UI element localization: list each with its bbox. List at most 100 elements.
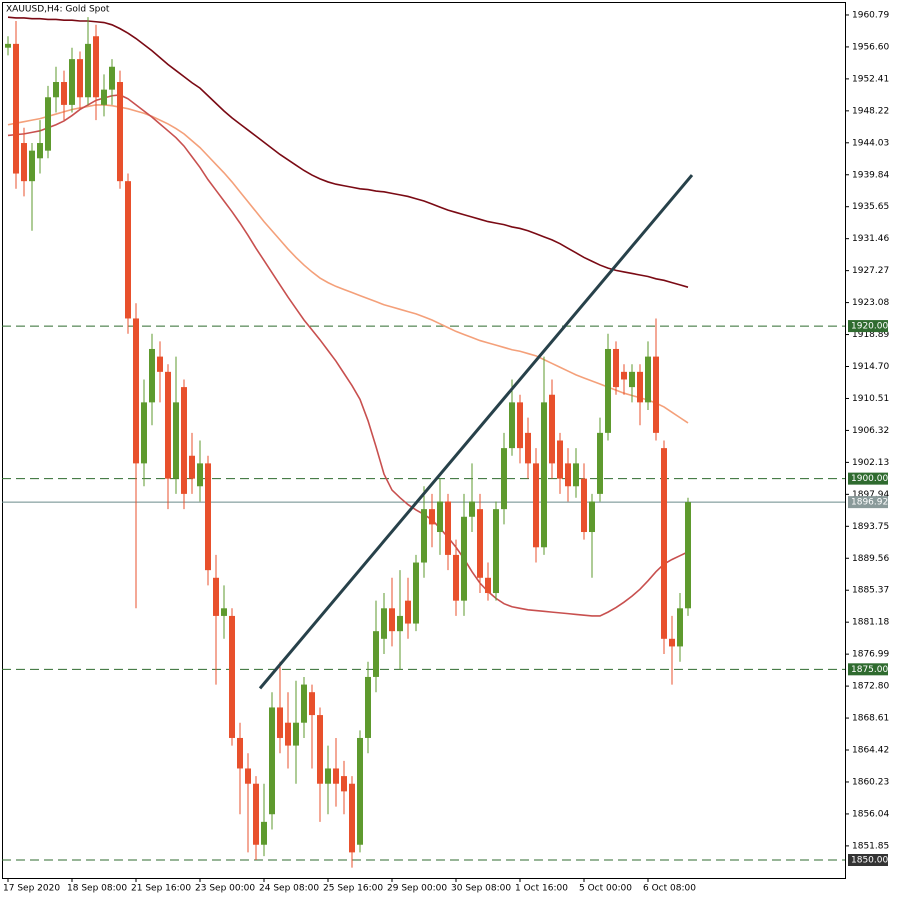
candle-body: [325, 768, 331, 784]
candle-body: [565, 463, 571, 487]
candle-body: [37, 143, 43, 159]
candle-body: [29, 150, 35, 182]
trendline: [258, 174, 694, 690]
candle-body: [493, 509, 499, 594]
candle-body: [485, 577, 491, 594]
candle-body: [589, 501, 595, 533]
candle-body: [477, 509, 483, 578]
level-label: 1850.00: [851, 855, 888, 865]
x-tick-label: 5 Oct 00:00: [579, 884, 632, 894]
candle-body: [117, 82, 123, 182]
candle-body: [461, 516, 467, 601]
y-tick-label: 1860.23: [852, 777, 889, 787]
candle-body: [173, 402, 179, 479]
candle-body: [45, 97, 51, 151]
y-tick-label: 1856.04: [852, 809, 889, 819]
candle-body: [373, 631, 379, 677]
candle-body: [389, 608, 395, 632]
candle-body: [429, 509, 435, 525]
x-tick-label: 30 Sep 08:00: [451, 884, 511, 894]
candle-body: [525, 432, 531, 464]
candle-body: [637, 371, 643, 403]
candle-body: [245, 768, 251, 784]
candle-body: [397, 615, 403, 632]
level-tag: [848, 472, 888, 485]
y-tick-label: 1906.32: [852, 426, 889, 436]
candle-body: [573, 463, 579, 487]
y-tick-label: 1864.42: [852, 746, 889, 756]
candle-body: [237, 737, 243, 769]
y-tick-label: 1851.85: [852, 841, 889, 851]
candle-body: [453, 554, 459, 601]
y-tick-label: 1876.99: [852, 650, 889, 660]
candle-body: [309, 692, 315, 716]
y-tick-label: 1923.08: [852, 298, 889, 308]
candle-body: [101, 89, 107, 105]
level-tag: [848, 853, 888, 866]
y-tick-label: 1952.41: [852, 74, 889, 84]
x-tick-label: 18 Sep 08:00: [67, 884, 127, 894]
candle-body: [253, 783, 259, 845]
y-tick-label: 1948.22: [852, 106, 889, 116]
y-tick-label: 1960.79: [852, 10, 889, 20]
candle-body: [277, 707, 283, 738]
y-tick-label: 1872.80: [852, 682, 889, 692]
y-tick-label: 1893.75: [852, 522, 889, 532]
y-tick-label: 1868.61: [852, 714, 889, 724]
x-tick-label: 21 Sep 16:00: [131, 884, 191, 894]
candle-body: [317, 715, 323, 784]
y-tick-label: 1935.65: [852, 202, 889, 212]
candle-body: [181, 387, 187, 494]
candle-body: [333, 768, 339, 784]
candle-body: [349, 783, 355, 853]
candle-body: [133, 318, 139, 464]
x-tick-label: 17 Sep 2020: [3, 884, 60, 894]
candle-body: [341, 776, 347, 792]
candle-body: [5, 43, 11, 48]
x-tick-label: 25 Sep 16:00: [323, 884, 383, 894]
y-tick-label: 1939.84: [852, 170, 889, 180]
candle-body: [501, 448, 507, 510]
candle-body: [269, 707, 275, 815]
candle-body: [157, 356, 163, 372]
candle-body: [125, 181, 131, 319]
level-label: 1900.00: [851, 474, 888, 484]
candle-body: [365, 676, 371, 738]
y-tick-label: 1902.13: [852, 458, 889, 468]
y-tick-label: 1927.27: [852, 266, 889, 276]
candle-body: [605, 348, 611, 433]
level-tag: [848, 663, 888, 676]
level-label: 1920.00: [851, 322, 888, 332]
candle-body: [69, 59, 75, 105]
x-tick-label: 1 Oct 16:00: [515, 884, 568, 894]
candle-body: [533, 463, 539, 548]
candle-body: [581, 478, 587, 533]
candle-body: [469, 501, 475, 517]
last-price-label: 1896.92: [851, 498, 888, 508]
candle-body: [285, 722, 291, 746]
x-tick-label: 6 Oct 08:00: [643, 884, 696, 894]
candle-body: [597, 432, 603, 494]
candle-body: [381, 608, 387, 639]
candle-body: [21, 143, 27, 182]
x-tick-label: 29 Sep 00:00: [387, 884, 447, 894]
y-tick-label: 1956.60: [852, 42, 889, 52]
y-tick-label: 1944.03: [852, 138, 889, 148]
candle-body: [301, 684, 307, 723]
candle-body: [629, 371, 635, 388]
candle-body: [141, 402, 147, 464]
y-tick-label: 1910.51: [852, 394, 889, 404]
candle-body: [213, 577, 219, 616]
candle-body: [197, 463, 203, 487]
candle-body: [549, 394, 555, 464]
level-tag: [848, 320, 888, 333]
candle-body: [85, 43, 91, 98]
candle-body: [541, 402, 547, 548]
level-label: 1875.00: [851, 665, 888, 675]
moving-average: [7, 16, 689, 288]
plot-frame: [2, 2, 846, 879]
candle-body: [53, 82, 59, 98]
candle-body: [77, 59, 83, 98]
chart-title: XAUUSD,H4: Gold Spot: [6, 5, 110, 15]
